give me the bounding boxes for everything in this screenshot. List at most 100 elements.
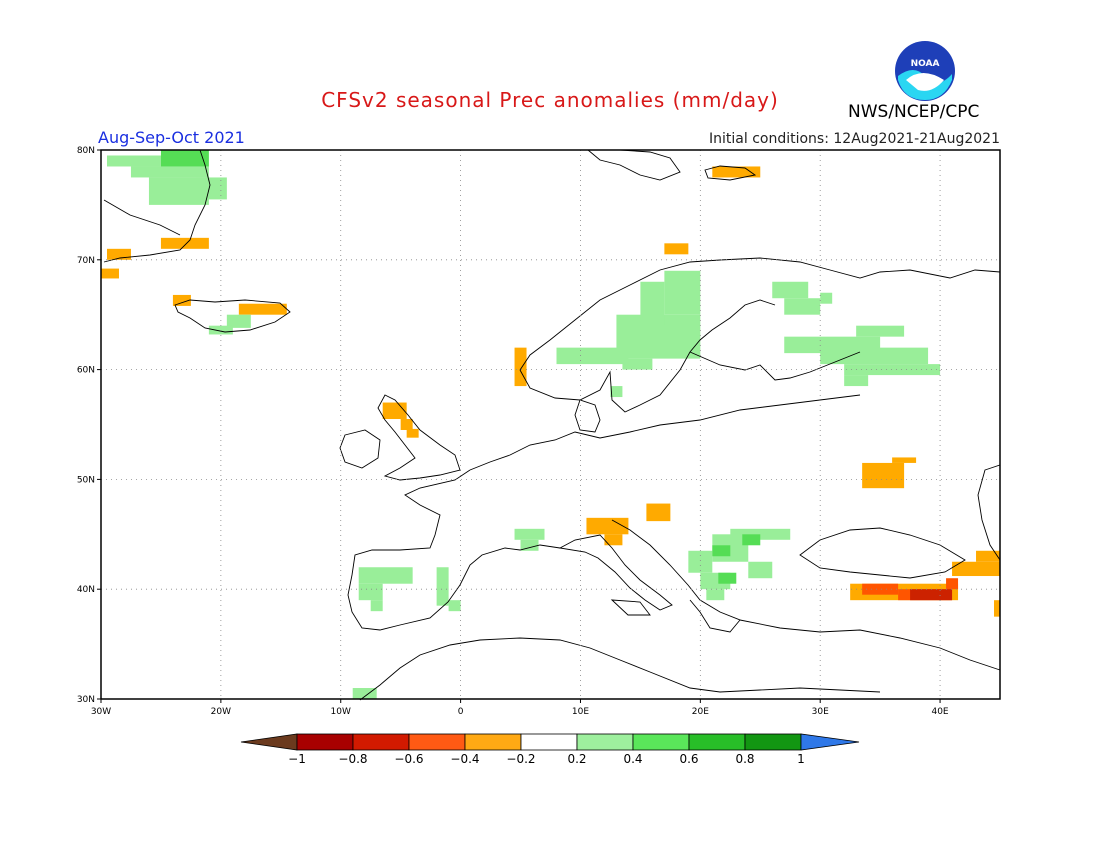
colorbar-label: 0.8 xyxy=(735,752,754,766)
anomaly-patch xyxy=(514,347,527,387)
lon-tick-label: 30E xyxy=(812,707,829,717)
colorbar-bin xyxy=(744,733,802,751)
lat-tick-label: 50N xyxy=(77,475,95,485)
colorbar-label: 1 xyxy=(797,752,805,766)
colorbar-label: −0.4 xyxy=(450,752,479,766)
anomaly-patch xyxy=(772,281,809,299)
anomaly-patch xyxy=(610,386,623,398)
anomaly-patch xyxy=(448,600,461,612)
lat-tick-label: 60N xyxy=(77,366,95,376)
anomaly-patch xyxy=(196,177,227,200)
anomaly-patch xyxy=(436,567,449,606)
noaa-logo-text: NOAA xyxy=(911,59,940,69)
noaa-logo-icon: NOAA xyxy=(895,41,955,101)
anomaly-patch xyxy=(586,517,629,535)
colorbar-right-arrow xyxy=(800,733,860,751)
lon-tick-label: 20W xyxy=(211,707,231,717)
anomaly-patch xyxy=(784,298,821,315)
anomaly-patch xyxy=(712,166,761,178)
anomaly-patch xyxy=(718,572,737,584)
coastlines xyxy=(103,149,1001,701)
anomaly-patch xyxy=(172,294,191,306)
anomaly-patch xyxy=(664,243,689,255)
anomaly-patch xyxy=(101,268,119,279)
anomaly-patch xyxy=(238,303,287,315)
colorbar-label: −0.8 xyxy=(338,752,367,766)
anomaly-patch xyxy=(514,528,545,540)
anomaly-patch xyxy=(706,589,725,601)
anomaly-patch xyxy=(352,688,377,699)
anomaly-patch xyxy=(130,166,209,178)
anomaly-patch xyxy=(910,589,953,601)
colorbar-label: 0.2 xyxy=(567,752,586,766)
anomaly-patch xyxy=(622,358,653,370)
anomaly-patch xyxy=(976,550,1000,562)
colorbar-label: −1 xyxy=(288,752,306,766)
lon-tick-label: 40E xyxy=(931,707,948,717)
colorbar-bin xyxy=(408,733,466,751)
anomaly-patch xyxy=(742,534,761,546)
anomaly-patch xyxy=(994,600,1000,617)
lat-tick-label: 80N xyxy=(77,146,95,156)
axis-ticks: 30W 20W 10W 0 10E 20E 30E 40E 30N 40N 50N 60N 70N 80N xyxy=(77,146,949,717)
anomaly-patch xyxy=(664,270,701,315)
colorbar: −1 −0.8 −0.6 −0.4 −0.2 0.2 0.4 0.6 0.8 1 xyxy=(240,733,860,766)
anomaly-patch xyxy=(370,600,383,612)
anomaly-patch xyxy=(946,578,959,590)
anomaly-patch xyxy=(400,419,413,430)
anomaly-patch xyxy=(892,457,917,463)
initial-conditions-label: Initial conditions: 12Aug2021-21Aug2021 xyxy=(709,131,1000,147)
anomaly-patch xyxy=(952,561,1000,577)
lon-tick-label: 10W xyxy=(331,707,351,717)
forecast-period-label: Aug-Sep-Oct 2021 xyxy=(98,128,245,147)
anomaly-patch xyxy=(844,375,869,387)
anomaly-patch xyxy=(358,567,413,584)
graticule xyxy=(101,150,1000,699)
anomaly-patch xyxy=(160,237,209,249)
colorbar-label: 0.4 xyxy=(623,752,642,766)
colorbar-label: −0.2 xyxy=(506,752,535,766)
colorbar-label: 0.6 xyxy=(679,752,698,766)
lat-tick-label: 40N xyxy=(77,585,95,595)
anomaly-patch xyxy=(844,364,941,376)
anomaly-patch xyxy=(520,539,539,551)
colorbar-bin xyxy=(632,733,690,751)
anomaly-patch xyxy=(106,248,131,260)
lon-tick-label: 0 xyxy=(458,707,464,717)
anomaly-patch xyxy=(862,462,905,489)
anomaly-patch xyxy=(820,347,929,365)
lon-tick-label: 20E xyxy=(692,707,709,717)
anomaly-patch xyxy=(160,150,209,167)
anomaly-patch xyxy=(382,402,407,420)
colorbar-bin xyxy=(296,733,354,751)
anomaly-patch xyxy=(226,314,251,328)
anomaly-patch xyxy=(712,545,731,557)
colorbar-bin xyxy=(688,733,746,751)
anomaly-patch xyxy=(406,428,419,438)
lon-tick-label: 10E xyxy=(572,707,589,717)
map-frame xyxy=(100,149,1001,700)
anomaly-patch xyxy=(106,155,161,167)
colorbar-left-arrow xyxy=(240,733,298,751)
anomaly-patch xyxy=(820,292,833,304)
colorbar-bin xyxy=(352,733,410,751)
map-title: CFSv2 seasonal Prec anomalies (mm/day) xyxy=(321,88,779,112)
anomaly-patch xyxy=(604,534,623,546)
anomaly-patch xyxy=(646,503,671,522)
anomaly-patch xyxy=(556,347,629,365)
lat-tick-label: 70N xyxy=(77,256,95,266)
colorbar-bin xyxy=(464,733,522,751)
lat-tick-label: 30N xyxy=(77,695,95,705)
agency-label: NWS/NCEP/CPC xyxy=(848,102,980,122)
anomaly-patch xyxy=(640,281,665,326)
anomaly-patch xyxy=(748,561,773,579)
anomaly-patch xyxy=(856,325,905,337)
colorbar-bin xyxy=(576,733,634,751)
anomaly-patch xyxy=(688,550,713,573)
colorbar-bin xyxy=(520,733,578,751)
anomaly-patch xyxy=(862,583,899,595)
colorbar-label: −0.6 xyxy=(394,752,423,766)
anomaly-patches xyxy=(101,150,1000,699)
anomaly-patch xyxy=(358,583,383,601)
